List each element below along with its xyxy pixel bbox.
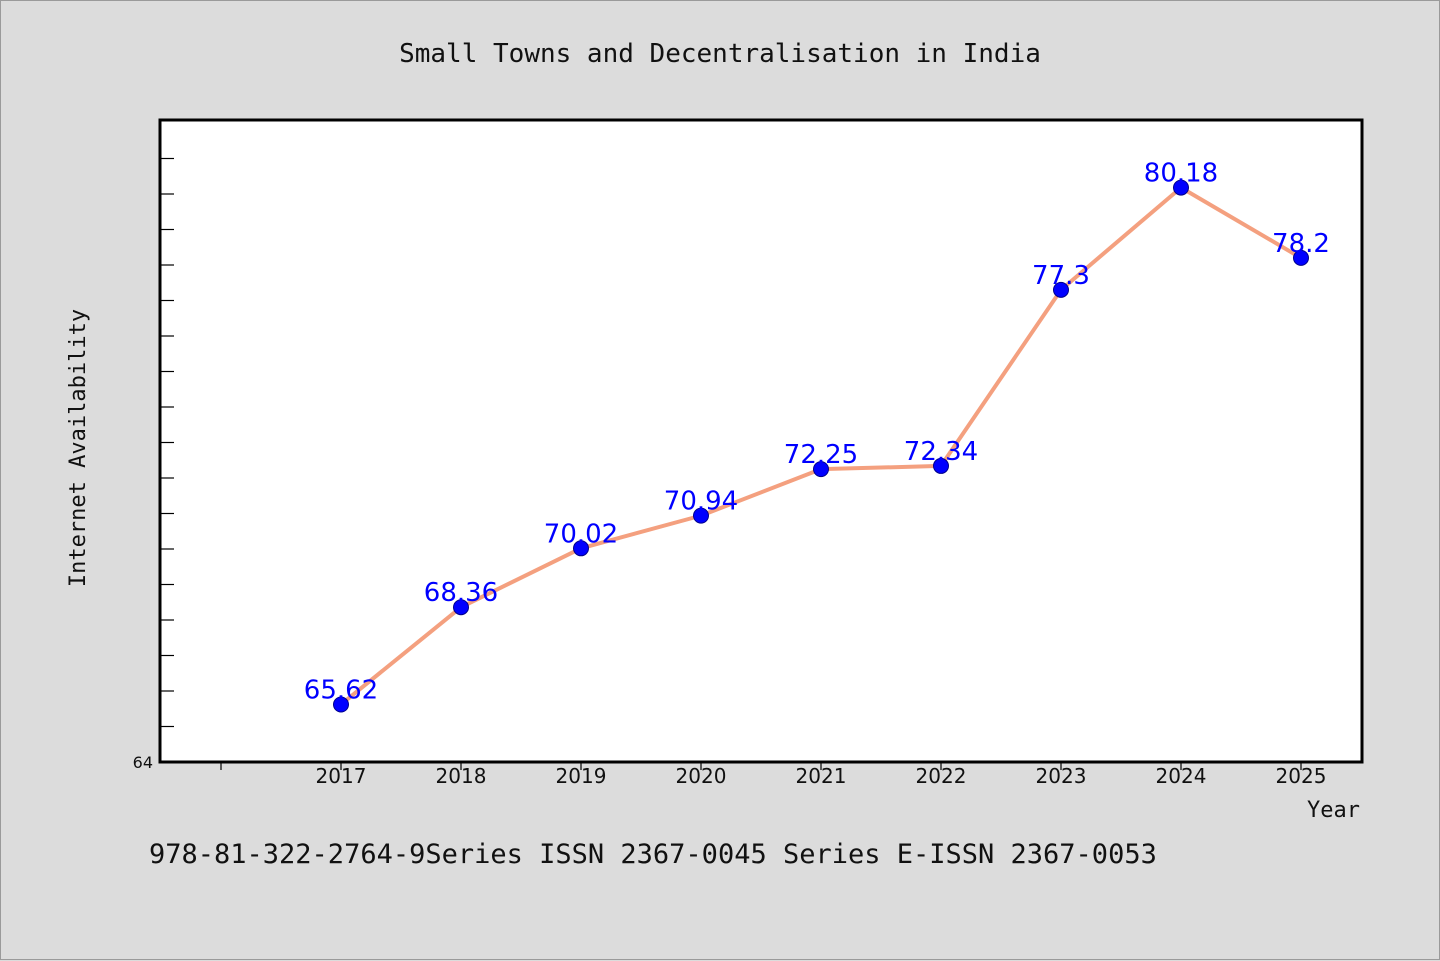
footer-isbn-issn-text: 978-81-322-2764-9Series ISSN 2367-0045 S… (149, 839, 1157, 870)
x-axis-ticks (220, 762, 1302, 770)
series-internet-availability: 65.62 68.36 70.02 70.94 72.25 72.34 77.3 80.18 7… (304, 159, 1330, 713)
data-label-2025: 78.2 (1272, 229, 1330, 259)
plot-area (158, 118, 1364, 764)
x-tick-label-2023: 2023 (1036, 764, 1087, 788)
x-tick-label-2019: 2019 (556, 764, 607, 788)
x-axis-tick-labels: 2017 2018 2019 2020 2021 2022 2023 2024 2025 (316, 764, 1327, 788)
x-tick-label-2025: 2025 (1276, 764, 1327, 788)
data-label-2022: 72.34 (904, 437, 978, 467)
x-tick-label-2018: 2018 (436, 764, 487, 788)
data-point-2021 (813, 461, 829, 478)
x-tick-label-2022: 2022 (916, 764, 967, 788)
data-label-2021: 72.25 (784, 440, 858, 470)
data-point-2023 (1053, 281, 1069, 298)
y-axis-ticks (160, 157, 174, 728)
x-tick-label-2017: 2017 (316, 764, 367, 788)
y-axis-label: Internet Availability (66, 309, 91, 587)
data-point-2024 (1173, 179, 1189, 196)
y-axis-min-label: 64 (133, 753, 153, 772)
data-label-2018: 68.36 (424, 578, 498, 608)
data-label-2019: 70.02 (544, 519, 618, 549)
data-label-2023: 77.3 (1032, 261, 1090, 291)
x-tick-label-2021: 2021 (796, 764, 847, 788)
data-label-2024: 80.18 (1144, 159, 1218, 189)
data-point-2025 (1293, 249, 1309, 266)
data-label-2020: 70.94 (664, 487, 738, 517)
data-point-2019 (573, 540, 589, 557)
x-tick-label-2024: 2024 (1156, 764, 1207, 788)
chart-title: Small Towns and Decentralisation in Indi… (399, 39, 1041, 69)
data-point-2020 (693, 507, 709, 524)
x-axis-label: Year (1307, 798, 1360, 823)
data-label-2017: 65.62 (304, 675, 378, 705)
data-point-2022 (933, 457, 949, 474)
x-tick-label-2020: 2020 (676, 764, 727, 788)
data-point-2018 (453, 599, 469, 616)
data-point-2017 (333, 696, 349, 713)
